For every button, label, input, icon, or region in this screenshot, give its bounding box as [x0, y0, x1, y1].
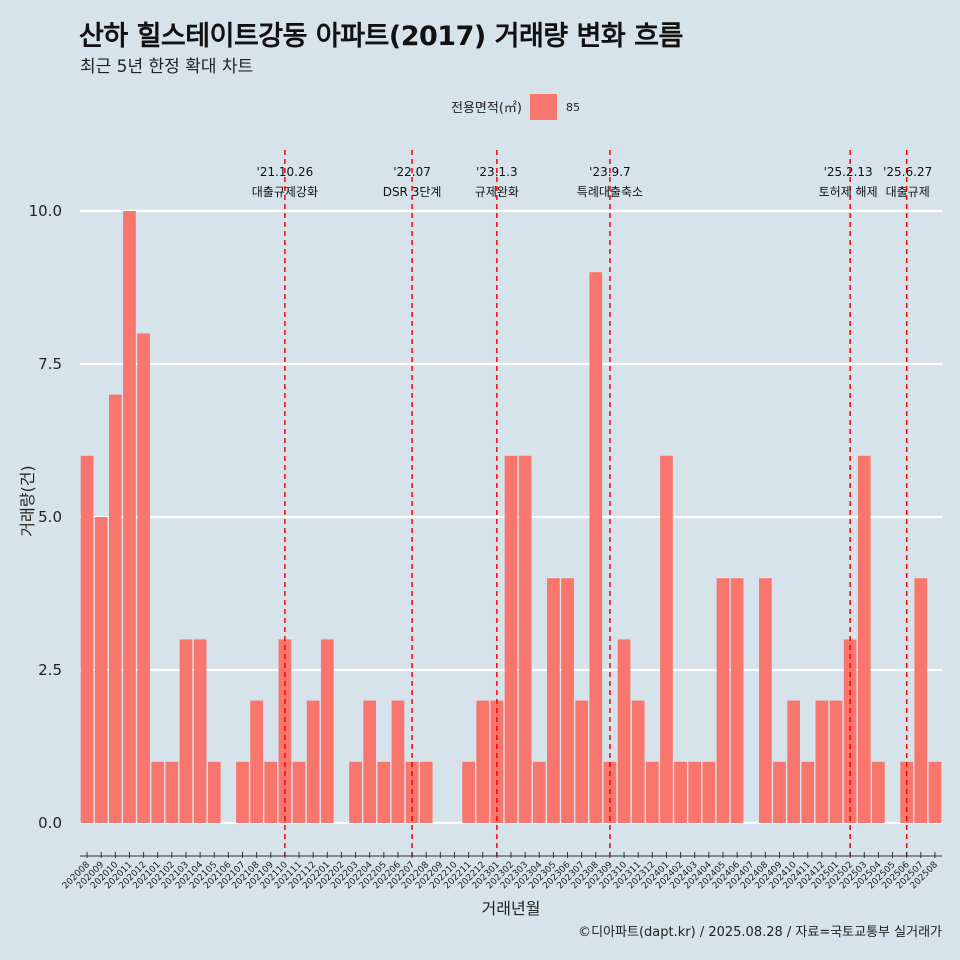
- bar-202112: [306, 700, 320, 823]
- bar-202205: [377, 761, 391, 823]
- y-tick-label: 2.5: [38, 661, 62, 679]
- bar-202009: [94, 517, 108, 823]
- bar-layer: [80, 211, 942, 823]
- bar-202111: [292, 761, 306, 823]
- axis-layer: 2020082020092020102020112020122021012021…: [61, 852, 942, 891]
- bar-202105: [207, 761, 221, 823]
- event-date: '21.10.26: [257, 165, 314, 179]
- bar-202201: [320, 639, 334, 823]
- bar-202104: [193, 639, 207, 823]
- event-label: 토허제 해제: [819, 185, 878, 199]
- y-tick-label: 5.0: [38, 508, 62, 526]
- bar-202107: [236, 761, 249, 823]
- event-layer: '21.10.26 대출규제강화 '22.07 DSR 3단계 '23.1.3 규제완화 '…: [252, 150, 932, 856]
- legend-swatch: [530, 94, 557, 120]
- bar-202008: [80, 455, 94, 823]
- bar-202301: [490, 700, 504, 823]
- event-date: '22.07: [393, 165, 431, 179]
- bar-202503: [857, 455, 871, 823]
- bar-202212: [476, 700, 490, 823]
- event-date: '25.6.27: [883, 165, 932, 179]
- bar-202101: [151, 761, 165, 823]
- x-axis-title: 거래년월: [482, 899, 541, 918]
- bar-202102: [165, 761, 179, 823]
- bar-202402: [674, 761, 687, 823]
- y-tick-label: 7.5: [38, 355, 62, 373]
- legend-entry: 85: [566, 101, 580, 114]
- bar-202410: [787, 700, 800, 823]
- bar-202208: [419, 761, 433, 823]
- bar-202206: [391, 700, 405, 823]
- event-label: 대출규제강화: [252, 185, 318, 199]
- event-label: 대출규제: [886, 185, 930, 199]
- bar-202501: [829, 700, 843, 823]
- bar-202108: [250, 700, 263, 823]
- bar-202411: [801, 761, 815, 823]
- bar-202403: [688, 761, 702, 823]
- bar-202109: [264, 761, 278, 823]
- bar-202404: [702, 761, 716, 823]
- bar-202405: [716, 578, 730, 823]
- bar-202507: [914, 578, 928, 823]
- y-axis-title: 거래량(건): [18, 465, 37, 536]
- event-label: 특례대출축소: [577, 185, 643, 199]
- event-label: DSR 3단계: [383, 185, 442, 199]
- bar-202110: [278, 639, 292, 823]
- y-tick-label: 10.0: [29, 202, 62, 220]
- event-date: '23.1.3: [476, 165, 517, 179]
- bar-202412: [815, 700, 829, 823]
- bar-202011: [123, 211, 136, 823]
- bar-202307: [575, 700, 589, 823]
- bar-202312: [645, 761, 659, 823]
- chart-subtitle: 최근 5년 한정 확대 차트: [80, 57, 254, 77]
- bar-202103: [179, 639, 193, 823]
- bar-202508: [928, 761, 942, 823]
- event-date: '23.9.7: [589, 165, 630, 179]
- bar-202406: [730, 578, 744, 823]
- event-label: 규제완화: [475, 185, 519, 199]
- bar-202306: [561, 578, 574, 823]
- bar-202401: [660, 455, 673, 823]
- bar-202304: [532, 761, 546, 823]
- bar-202204: [363, 700, 377, 823]
- bar-202308: [589, 272, 603, 823]
- event-date: '25.2.13: [824, 165, 873, 179]
- bar-202408: [759, 578, 772, 823]
- bar-202010: [108, 394, 122, 823]
- bar-202409: [773, 761, 786, 823]
- bar-202012: [137, 333, 150, 823]
- bar-202504: [872, 761, 885, 823]
- bar-202303: [518, 455, 532, 823]
- bar-202310: [617, 639, 631, 823]
- y-tick-label: 0.0: [38, 814, 62, 832]
- bar-202305: [547, 578, 560, 823]
- chart-title: 산하 힐스테이트강동 아파트(2017) 거래량 변화 흐름: [79, 21, 683, 52]
- bar-202502: [843, 639, 857, 823]
- source-caption: ©디아파트(dapt.kr) / 2025.08.28 / 자료=국토교통부 실…: [578, 925, 942, 940]
- bar-202211: [462, 761, 475, 823]
- legend-title: 전용면적(㎡): [451, 101, 522, 116]
- bar-202203: [349, 761, 362, 823]
- bar-202302: [504, 455, 518, 823]
- bar-202311: [631, 700, 645, 823]
- legend: 전용면적(㎡) 85: [451, 94, 580, 120]
